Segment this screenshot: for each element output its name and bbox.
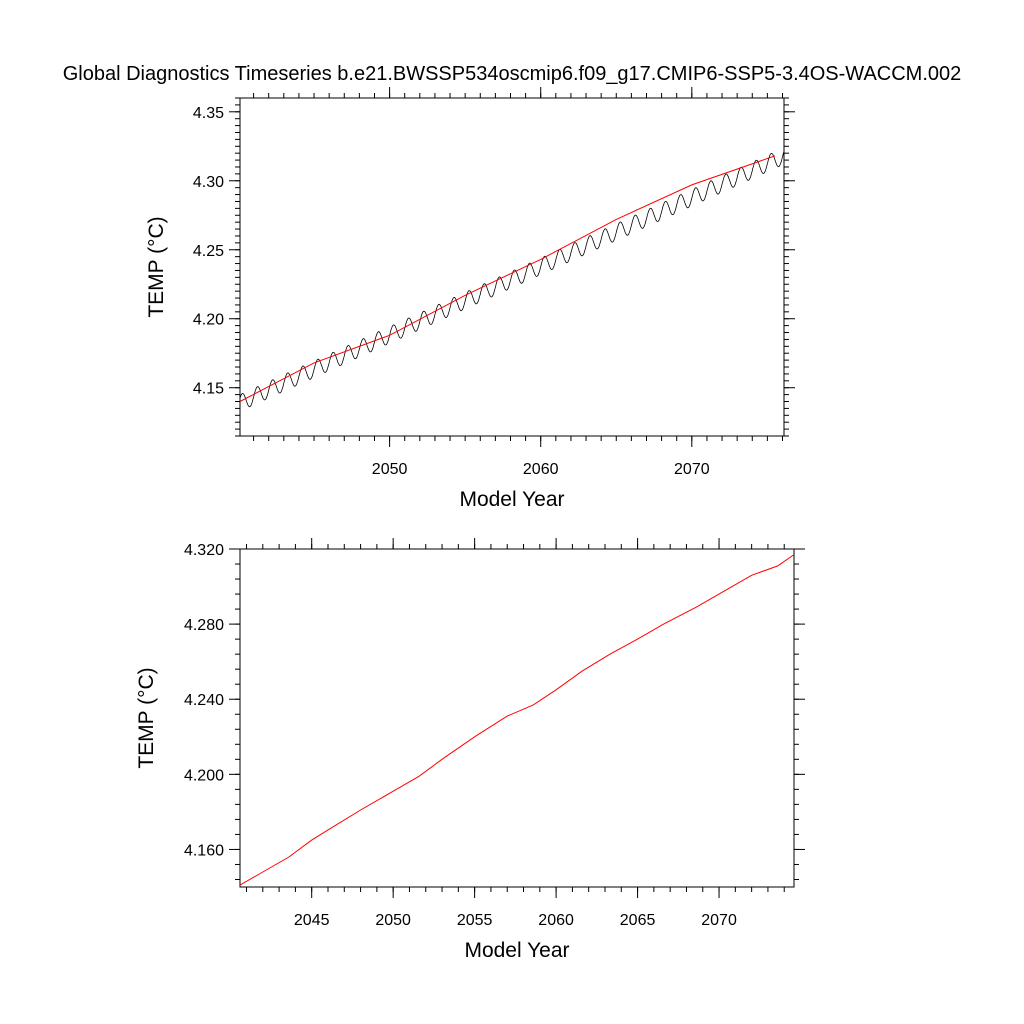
y-tick-label: 4.15: [193, 381, 224, 398]
series-line-raw: [240, 151, 784, 408]
x-tick-label: 2060: [538, 912, 574, 929]
x-tick-label: 2055: [457, 912, 493, 929]
x-tick-label: 2065: [620, 912, 656, 929]
x-tick-label: 2045: [294, 912, 330, 929]
y-tick-label: 4.20: [193, 312, 224, 329]
y-tick-label: 4.160: [184, 842, 224, 859]
top-panel: 2050 2060 2070 4.15 4.20 4.25 4.30 4.35 Model Ye…: [145, 87, 795, 511]
y-tick-label: 4.280: [184, 617, 224, 634]
y-tick-label: 4.320: [184, 542, 224, 559]
y-axis-title: TEMP (°C): [145, 216, 168, 317]
x-tick-label: 2070: [701, 912, 737, 929]
x-axis-title: Model Year: [464, 939, 569, 962]
x-tick-label: 2070: [674, 461, 710, 478]
x-tick-label: 2050: [372, 461, 408, 478]
bottom-panel: 2045 2050 2055 2060 2065 2070 4.160 4.200 4.240 4…: [135, 538, 805, 962]
x-tick-label: 2050: [375, 912, 411, 929]
y-tick-label: 4.200: [184, 767, 224, 784]
y-tick-label: 4.30: [193, 174, 224, 191]
series-line-smoothed: [240, 554, 794, 886]
plot-frame: [239, 548, 795, 888]
y-tick-label: 4.25: [193, 243, 224, 260]
plot-frame: [239, 97, 785, 437]
x-axis-title: Model Year: [459, 488, 564, 511]
figure-title: Global Diagnostics Timeseries b.e21.BWSS…: [62, 63, 962, 85]
x-tick-label: 2060: [523, 461, 559, 478]
y-tick-label: 4.35: [193, 105, 224, 122]
series-line-smoothed: [240, 155, 776, 402]
y-axis-title: TEMP (°C): [135, 667, 158, 768]
y-tick-label: 4.240: [184, 692, 224, 709]
